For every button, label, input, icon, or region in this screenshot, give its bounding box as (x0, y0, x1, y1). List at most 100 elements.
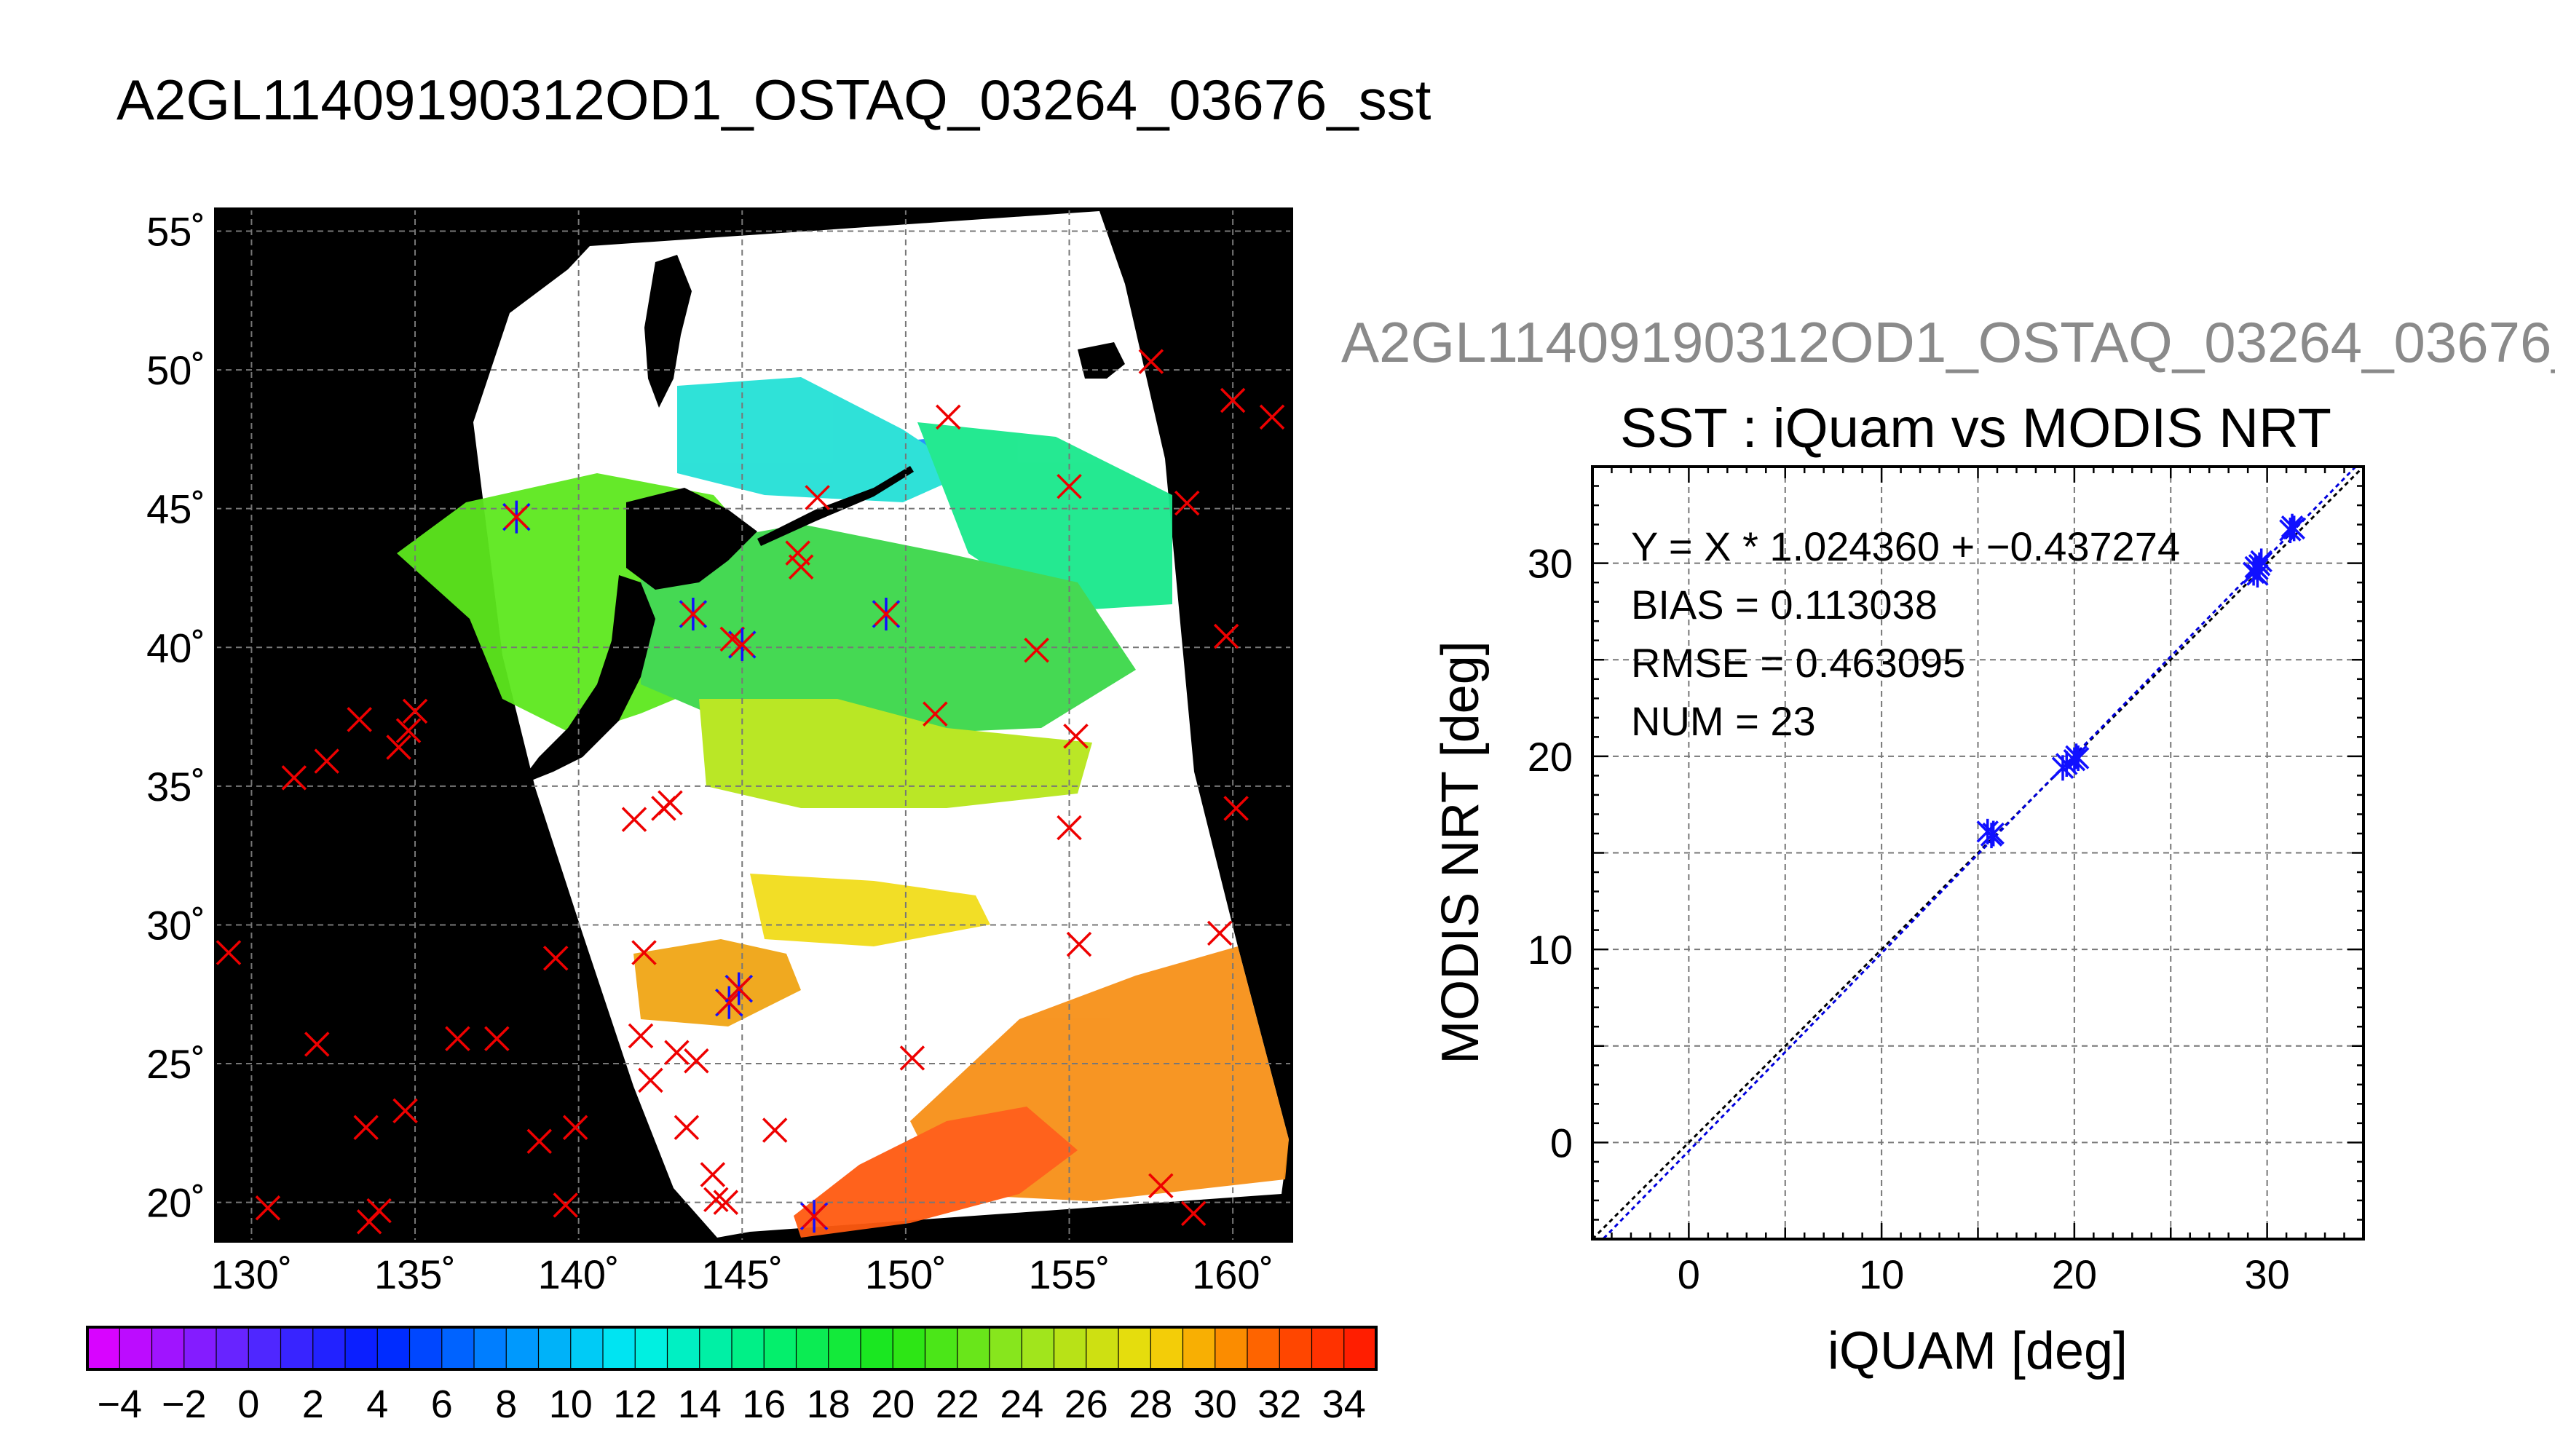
colorbar-cell (1343, 1327, 1377, 1369)
land-kuril (757, 466, 914, 546)
colorbar-tick-label: 12 (613, 1382, 657, 1426)
sst-region-cyan (677, 377, 968, 502)
obs-marker-blue (724, 972, 754, 1005)
colorbar-cell (119, 1327, 152, 1369)
map-markers (216, 349, 1285, 1235)
obs-marker-red (484, 1026, 510, 1051)
colorbar-cell (1311, 1327, 1345, 1369)
sst-map: 130˚ 135˚ 140˚ 145˚ 150˚ 155˚ 160˚ 20˚ 25˚ 30˚ 35˚… (146, 207, 1293, 1297)
map-tick-labels: 130˚ 135˚ 140˚ 145˚ 150˚ 155˚ 160˚ 20˚ 25˚ 30˚ 35˚… (146, 208, 1273, 1297)
obs-marker-red (1213, 623, 1239, 649)
obs-marker-red (1148, 1173, 1174, 1199)
scatter-point (2066, 745, 2090, 772)
obs-marker-red (347, 707, 372, 732)
colorbar-cell (409, 1327, 443, 1369)
lon-tick-label: 155˚ (1028, 1251, 1110, 1297)
colorbar-frame (86, 1326, 1378, 1371)
obs-marker-red (562, 1115, 588, 1140)
scatter-file-title: A2GL11409190312OD1_OSTAQ_03264_03676_s (1341, 310, 2555, 374)
obs-marker-red (1223, 796, 1249, 821)
obs-marker-red (805, 485, 830, 510)
obs-marker-red (628, 1023, 654, 1049)
obs-marker-red-overlay (505, 505, 529, 529)
obs-marker-red (1063, 724, 1089, 749)
scatter-point (2283, 515, 2305, 542)
colorbar-cells (87, 1327, 1377, 1369)
y-axis-label: MODIS NRT [deg] (1431, 641, 1490, 1064)
lat-tick-label: 35˚ (146, 764, 205, 810)
colorbar-cell (764, 1327, 797, 1369)
sst-field (397, 377, 1289, 1238)
colorbar-cell (506, 1327, 539, 1369)
land-honshu (517, 575, 655, 786)
x-tick-label: 10 (1859, 1251, 1904, 1297)
map-grid (216, 209, 1292, 1241)
colorbar-cell (828, 1327, 861, 1369)
obs-marker-red (553, 1192, 578, 1218)
scatter-point (2246, 562, 2269, 588)
obs-marker-red (713, 1190, 739, 1215)
lon-tick-label: 150˚ (865, 1251, 947, 1297)
obs-marker-red (1259, 404, 1285, 430)
obs-marker-red (1057, 815, 1082, 841)
obs-marker-red (923, 701, 948, 727)
colorbar-cell (183, 1327, 217, 1369)
colorbar-tick-label: 20 (871, 1382, 915, 1426)
scatter-plot: 0 10 20 30 0 10 20 30 Y = X * 1.024360 + −0.437… (1431, 465, 2365, 1380)
scatter-title: SST : iQuam vs MODIS NRT (1620, 397, 2331, 459)
obs-marker-red (281, 765, 307, 791)
colorbar-cell (538, 1327, 572, 1369)
obs-marker-red (631, 940, 657, 965)
y-tick-label: 10 (1528, 927, 1573, 973)
lon-tick-label: 145˚ (701, 1251, 783, 1297)
x-axis-label: iQUAM [deg] (1828, 1322, 2128, 1380)
obs-marker-red-overlay (717, 990, 741, 1015)
colorbar-cell (603, 1327, 636, 1369)
colorbar-tick-label: 22 (936, 1382, 979, 1426)
colorbar-tick-label: 24 (1000, 1382, 1043, 1426)
colorbar-cell (732, 1327, 765, 1369)
scatter-points (1976, 513, 2305, 849)
obs-marker-red (304, 1032, 330, 1057)
obs-marker-red (638, 1067, 663, 1093)
sst-region-green-mid (641, 524, 1136, 735)
colorbar-tick-label: 30 (1193, 1382, 1237, 1426)
obs-marker-red (1207, 920, 1233, 946)
obs-marker-blue (799, 1200, 829, 1233)
sst-region-yellow (750, 874, 990, 946)
colorbar-cell (216, 1327, 249, 1369)
obs-marker-red-overlay (730, 633, 754, 657)
obs-marker-red (788, 554, 814, 579)
colorbar-cell (861, 1327, 893, 1369)
obs-marker-red (657, 790, 683, 815)
obs-marker-red (526, 1128, 552, 1155)
colorbar-cell (570, 1327, 604, 1369)
scatter-point (1982, 820, 2005, 847)
obs-marker-red (664, 1040, 690, 1066)
x-tick-label: 20 (2052, 1251, 2097, 1297)
colorbar-cell (151, 1327, 185, 1369)
map-frame (214, 207, 1293, 1243)
obs-marker-red (366, 1198, 392, 1224)
lon-tick-label: 160˚ (1192, 1251, 1273, 1297)
colorbar-tick-label: 2 (302, 1382, 324, 1426)
colorbar-cell (1118, 1327, 1151, 1369)
colorbar-cell (87, 1327, 120, 1369)
obs-marker-red (542, 945, 569, 971)
x-tick-label: 0 (1678, 1251, 1700, 1297)
lat-tick-label: 30˚ (146, 902, 205, 948)
colorbar-cell (990, 1327, 1022, 1369)
colorbar-cell (1215, 1327, 1248, 1369)
sst-region-yellowgreen (699, 699, 1092, 808)
colorbar: −4 −2 0 2 4 6 8 10 12 14 16 18 20 22 24 26 28 30 32 34 (86, 1326, 1378, 1426)
obs-marker-red (395, 718, 422, 743)
obs-marker-red (1057, 473, 1082, 499)
colorbar-cell (667, 1327, 700, 1369)
colorbar-cell (1086, 1327, 1119, 1369)
scatter-stats: Y = X * 1.024360 + −0.437274 BIAS = 0.11… (1631, 523, 2180, 744)
stat-num: NUM = 23 (1631, 698, 1816, 744)
y-tick-label: 30 (1528, 541, 1573, 587)
lon-tick-label: 130˚ (210, 1251, 292, 1297)
scatter-point (2279, 518, 2302, 544)
